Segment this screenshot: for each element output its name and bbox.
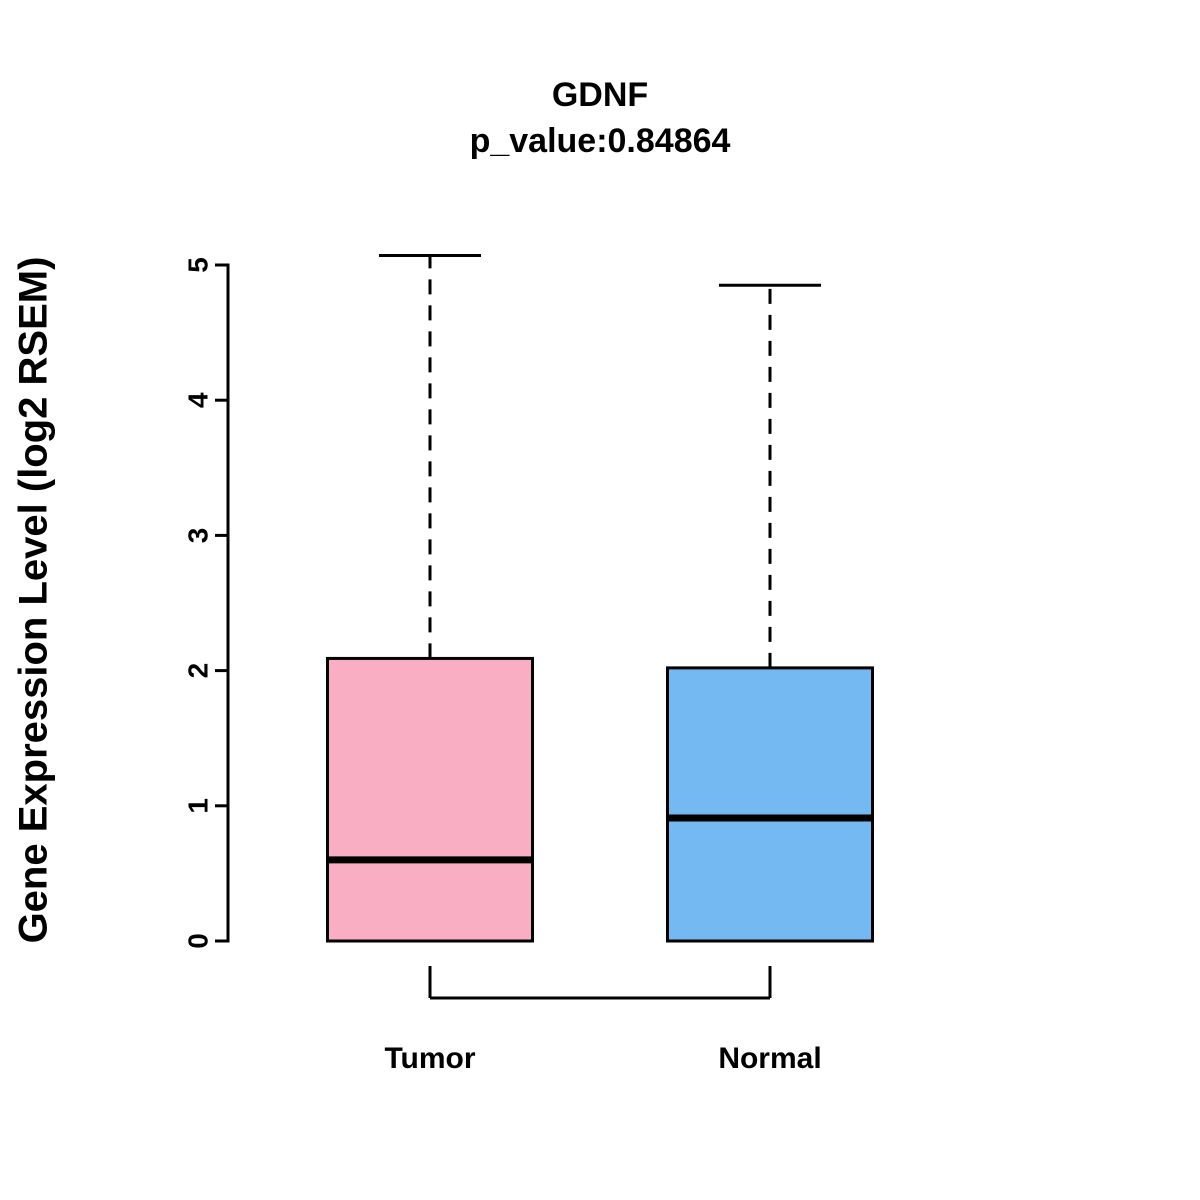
- x-category-label-normal: Normal: [718, 1042, 822, 1075]
- normal-box: [666, 666, 874, 943]
- y-tick-label: 4: [182, 392, 213, 408]
- y-tick-label: 0: [182, 933, 213, 949]
- y-tick-label: 3: [182, 528, 213, 544]
- y-axis-label: Gene Expression Level (log2 RSEM): [11, 256, 56, 944]
- chart-title: GDNF: [551, 76, 649, 114]
- y-tick-label: 1: [182, 798, 213, 814]
- y-tick-label: 2: [182, 663, 213, 679]
- x-category-label-tumor: Tumor: [384, 1042, 476, 1075]
- y-tick-label: 5: [182, 257, 213, 273]
- tumor-box: [326, 656, 534, 943]
- p-value-label: p_value:0.84864: [469, 122, 731, 160]
